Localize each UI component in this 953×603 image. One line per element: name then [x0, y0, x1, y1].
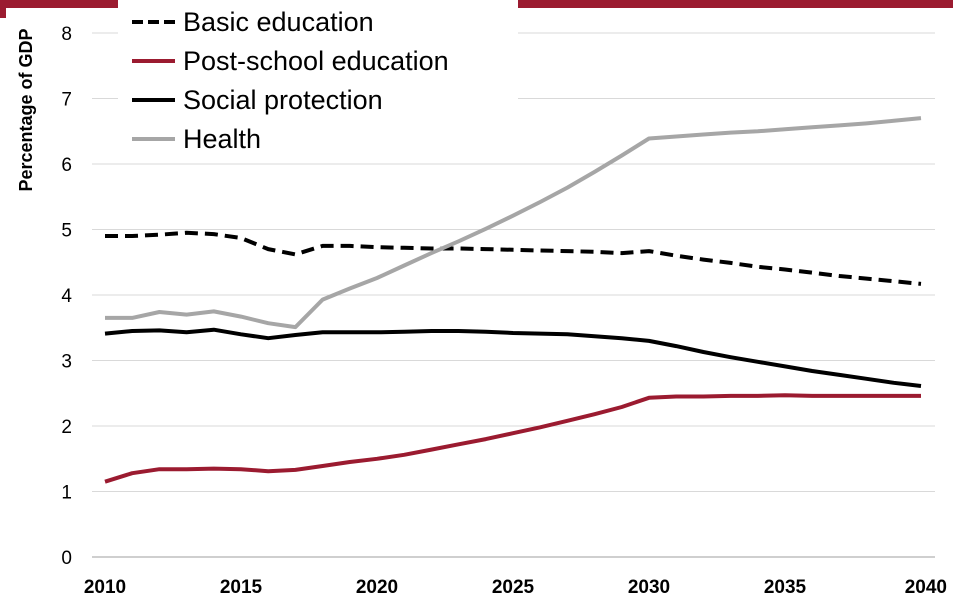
x-tick-label: 2030 — [628, 577, 670, 598]
x-tick-label: 2015 — [220, 577, 263, 598]
x-tick-label: 2020 — [356, 577, 398, 598]
legend-label: Health — [183, 124, 261, 154]
top-accent-tab — [0, 8, 6, 18]
y-tick-label: 3 — [61, 352, 72, 373]
series-line-social-protection — [104, 327, 922, 388]
y-tick-label: 7 — [61, 90, 72, 111]
y-tick-label: 0 — [61, 548, 72, 569]
x-tick-label: 2035 — [764, 577, 807, 598]
series-line-health — [105, 116, 922, 330]
x-tick-label: 2040 — [905, 577, 947, 598]
x-tick-label: 2025 — [492, 577, 535, 598]
y-axis-label: Percentage of GDP — [16, 28, 36, 191]
y-tick-label: 4 — [61, 286, 72, 307]
series-line-post-school-education — [104, 393, 921, 484]
y-tick-label: 6 — [61, 155, 72, 176]
legend-label: Basic education — [183, 7, 374, 37]
legend: Basic education Post-school education Soci… — [118, 0, 518, 158]
series-line-basic-education — [105, 230, 922, 286]
legend-label: Social protection — [183, 85, 383, 115]
y-tick-label: 2 — [61, 417, 72, 438]
y-tick-label: 5 — [61, 221, 72, 242]
legend-background — [118, 0, 518, 158]
x-tick-label: 2010 — [84, 577, 126, 598]
legend-label: Post-school education — [183, 46, 449, 76]
y-tick-label: 1 — [61, 483, 72, 504]
axes: 0 1 2 3 4 5 6 7 8 2010 2015 2020 2025 2030 2035 2040 — [61, 24, 947, 598]
y-tick-label: 8 — [61, 24, 72, 45]
gridlines — [92, 32, 935, 492]
series-lines — [104, 116, 922, 484]
